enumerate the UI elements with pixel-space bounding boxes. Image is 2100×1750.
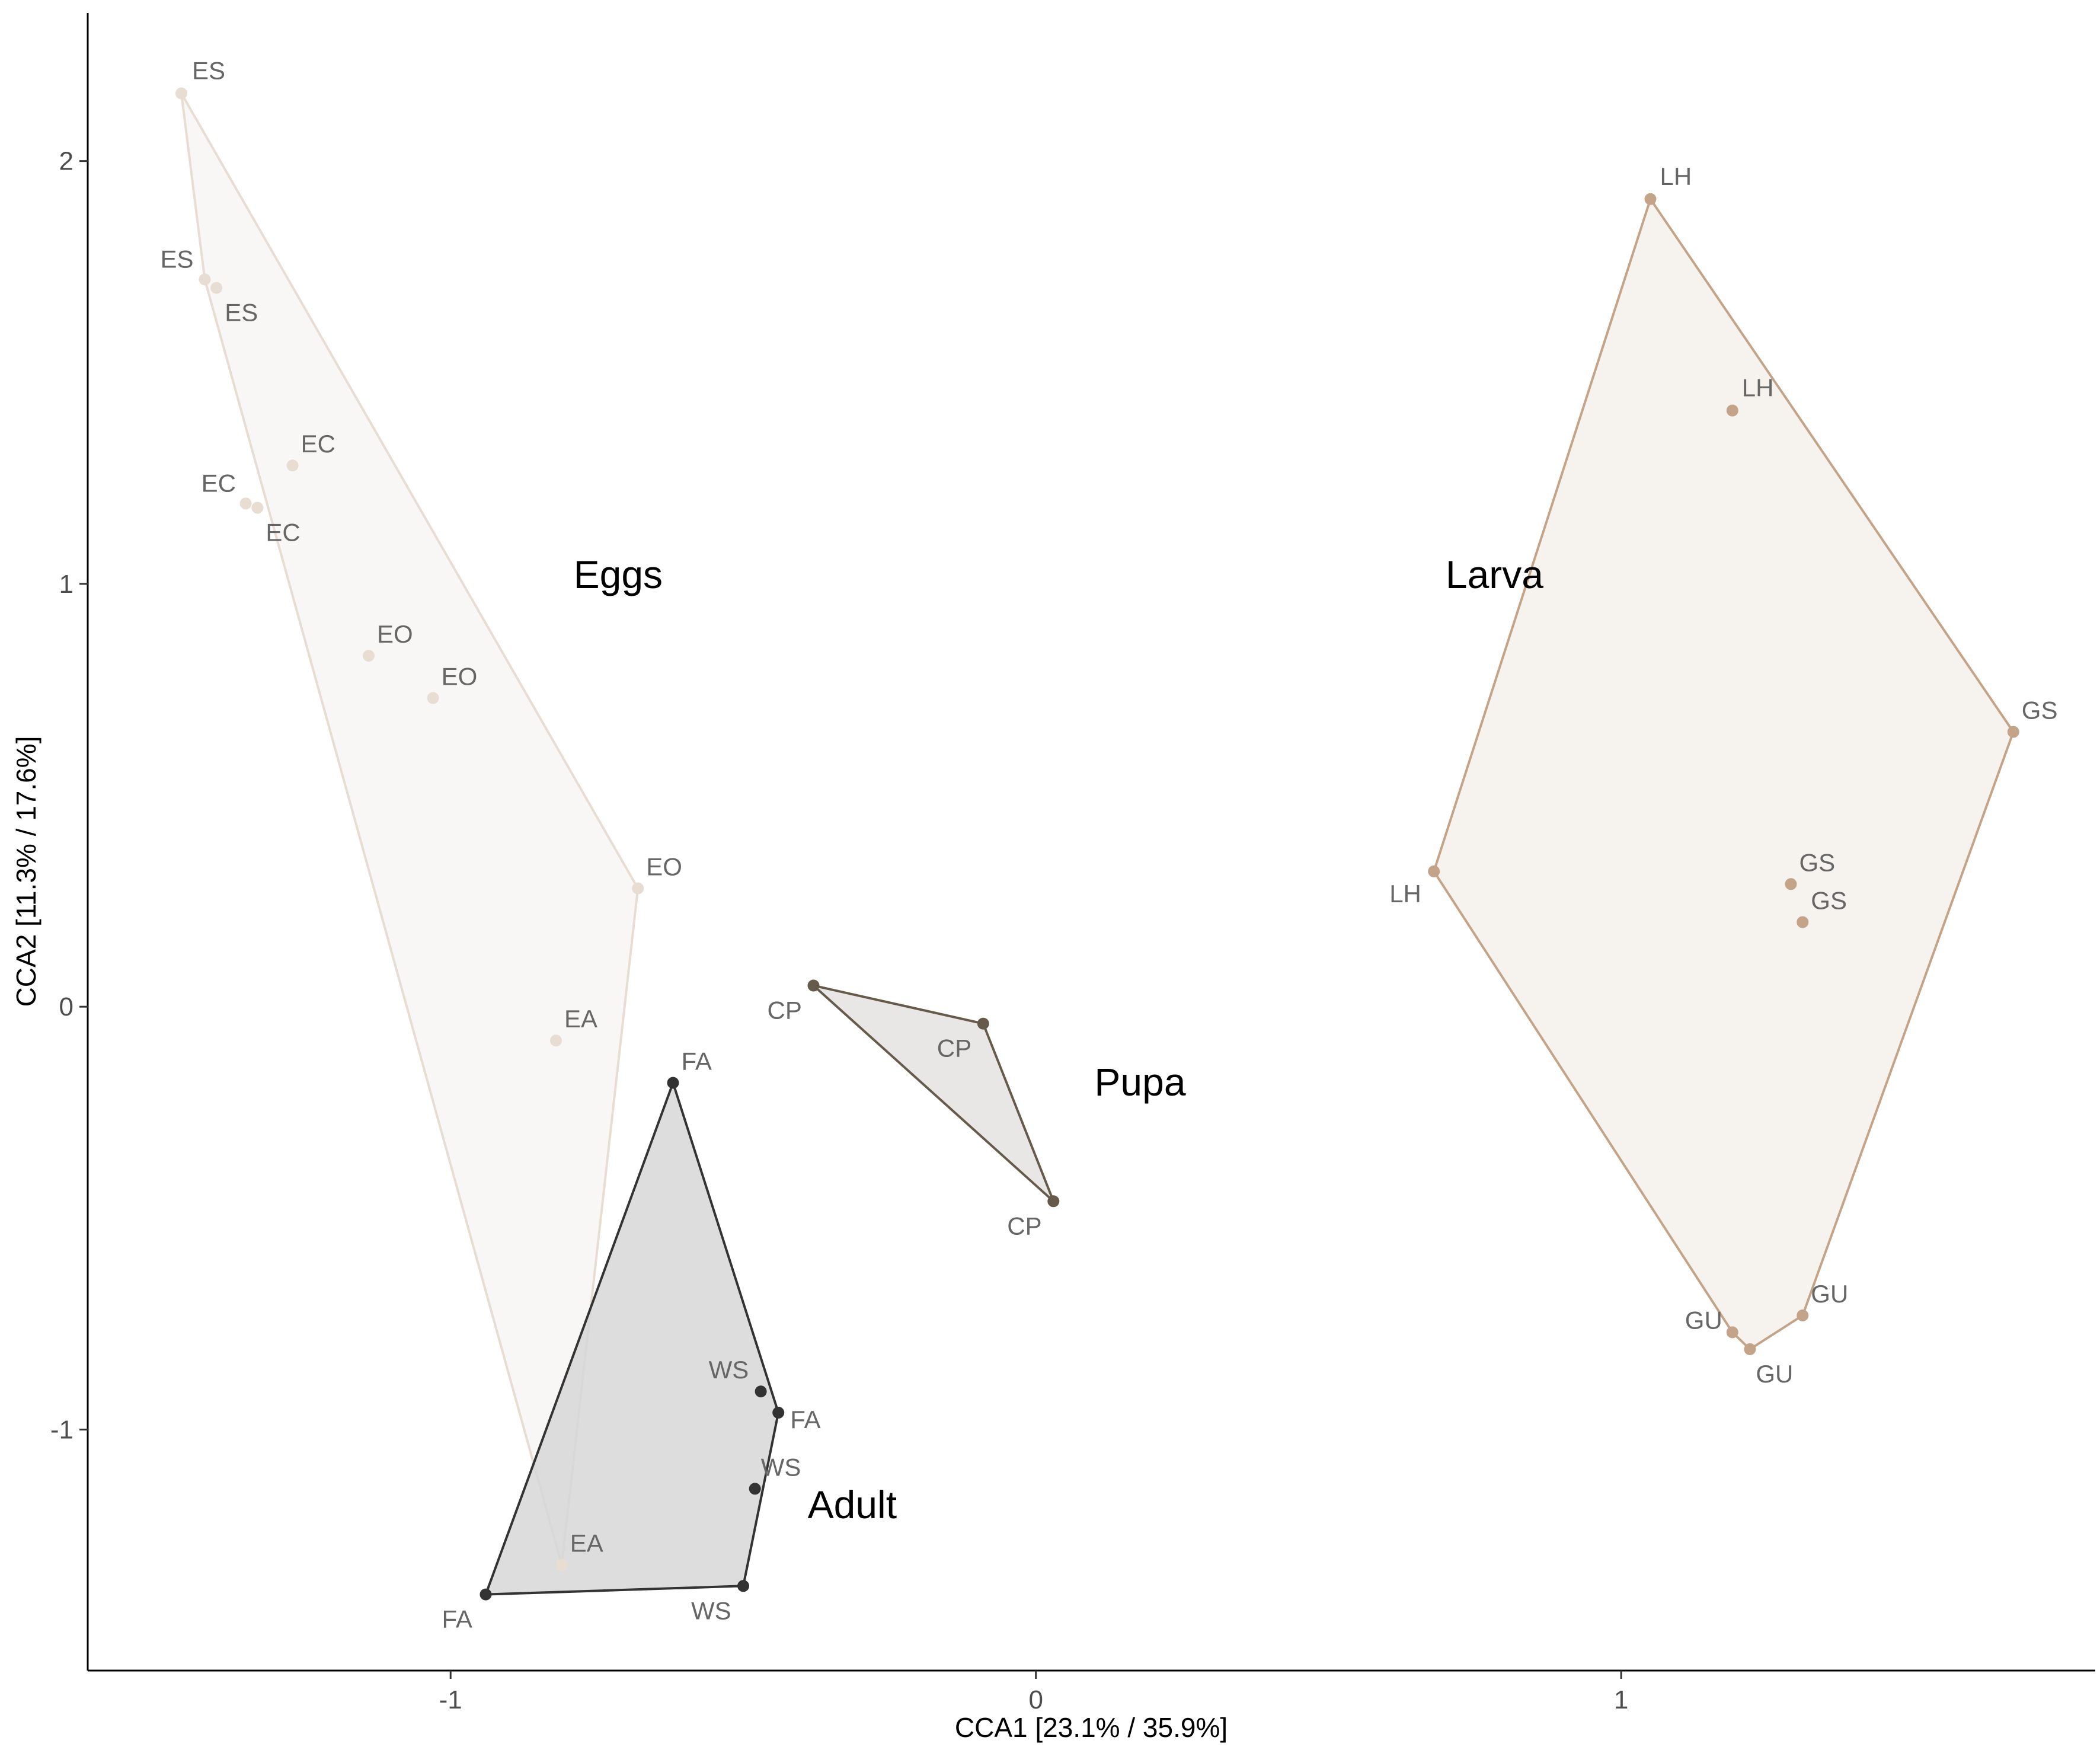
eggs-point-label: ES: [161, 245, 194, 273]
pupa-point-label: CP: [768, 997, 802, 1024]
adult-point-label: WS: [761, 1453, 801, 1481]
pupa-group-label: Pupa: [1094, 1060, 1185, 1104]
pupa-point-label: CP: [937, 1034, 971, 1062]
eggs-point: [550, 1034, 562, 1047]
eggs-point-label: EO: [442, 663, 478, 691]
adult-group-label: Adult: [808, 1483, 897, 1527]
x-tick-label: 0: [1028, 1685, 1043, 1714]
larva-point-label: GS: [1799, 848, 1836, 876]
data-points: [175, 87, 2019, 1601]
eggs-point-label: EA: [564, 1005, 597, 1033]
larva-point-label: LH: [1660, 162, 1692, 190]
eggs-point-label: EC: [266, 519, 300, 547]
pupa-point-label: CP: [1007, 1212, 1041, 1240]
eggs-point-label: EA: [570, 1529, 603, 1557]
adult-point-label: FA: [790, 1406, 820, 1433]
adult-point: [749, 1483, 761, 1495]
group-labels: Eggs Larva Pupa Adult: [574, 553, 1544, 1527]
larva-group-label: Larva: [1446, 553, 1543, 596]
eggs-point-label: ES: [192, 57, 225, 85]
adult-point: [667, 1077, 679, 1089]
adult-point-label: WS: [691, 1596, 731, 1624]
larva-point: [1785, 878, 1797, 890]
eggs-point: [175, 87, 187, 100]
adult-point-label: WS: [709, 1356, 749, 1384]
eggs-point: [210, 282, 223, 294]
y-tick-label: -1: [50, 1415, 73, 1444]
y-tick-label: 2: [59, 147, 73, 176]
larva-point: [1797, 1309, 1809, 1321]
point-labels: ES ES ES EC EC EC EO EO EO EA EA LH LH LH GS GS GS GU GU GU…: [161, 57, 2058, 1633]
eggs-point-label: EO: [377, 620, 413, 648]
adult-point: [772, 1406, 785, 1419]
eggs-point: [555, 1559, 568, 1571]
larva-point: [1797, 916, 1809, 928]
larva-point: [2007, 726, 2019, 738]
eggs-point: [239, 497, 252, 510]
larva-point-label: GU: [1685, 1306, 1722, 1334]
eggs-point-label: EO: [646, 853, 682, 881]
eggs-point-label: EC: [202, 469, 236, 497]
pupa-point: [1047, 1195, 1060, 1208]
larva-point-label: GS: [2022, 697, 2058, 724]
eggs-point-label: ES: [225, 299, 258, 327]
adult-point: [480, 1588, 492, 1601]
eggs-point: [286, 459, 299, 472]
pupa-hull: [812, 984, 1055, 1203]
y-axis-title: CCA2 [11.3% / 17.6%]: [11, 736, 41, 1007]
x-tick-label: -1: [439, 1685, 462, 1714]
axis-ticks: -1 0 1 -1 0 1 2: [50, 147, 1629, 1714]
larva-point-label: LH: [1742, 374, 1774, 402]
pupa-point: [807, 979, 820, 992]
adult-point-label: FA: [682, 1048, 712, 1075]
adult-point: [755, 1385, 767, 1398]
larva-point: [1726, 404, 1738, 417]
larva-point-label: GS: [1811, 887, 1847, 915]
larva-hull: [1433, 197, 2015, 1350]
pupa-point: [977, 1017, 989, 1030]
larva-point-label: GU: [1756, 1360, 1793, 1388]
x-axis-title: CCA1 [23.1% / 35.9%]: [955, 1712, 1228, 1743]
eggs-group-label: Eggs: [574, 553, 663, 596]
y-tick-label: 1: [59, 570, 73, 599]
eggs-point-label: EC: [301, 430, 335, 458]
larva-point: [1726, 1326, 1738, 1339]
eggs-point: [427, 692, 439, 704]
larva-point: [1644, 193, 1657, 205]
eggs-point: [199, 273, 211, 286]
larva-point-label: LH: [1389, 880, 1421, 908]
adult-point: [737, 1580, 749, 1592]
adult-point-label: FA: [442, 1605, 472, 1633]
group-hulls: [180, 92, 2015, 1596]
larva-point: [1744, 1343, 1756, 1355]
eggs-point: [363, 650, 375, 662]
larva-point: [1428, 865, 1440, 877]
larva-point-label: GU: [1811, 1280, 1848, 1308]
x-tick-label: 1: [1614, 1685, 1628, 1714]
eggs-point: [251, 502, 264, 514]
eggs-point: [632, 882, 644, 895]
y-tick-label: 0: [59, 992, 73, 1021]
